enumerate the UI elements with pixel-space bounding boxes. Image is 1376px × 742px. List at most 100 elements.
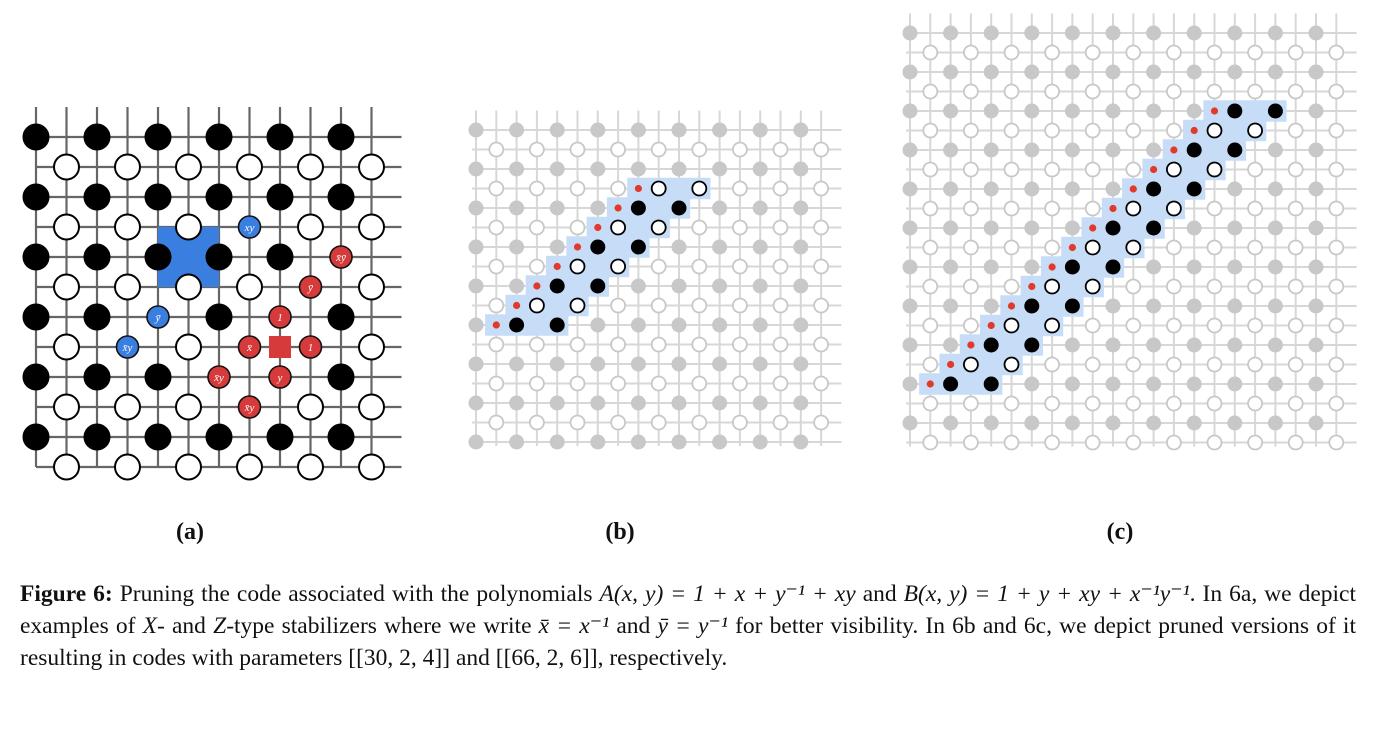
qubit-black xyxy=(266,243,294,271)
qubit-white xyxy=(53,273,80,301)
qubit-white xyxy=(53,213,80,241)
z-stabilizer-qubit xyxy=(298,335,323,359)
removed-qubit xyxy=(1308,181,1324,197)
panel-b xyxy=(0,0,860,500)
removed-qubit xyxy=(732,375,748,392)
qubit-black xyxy=(327,303,355,331)
check-dot xyxy=(1109,204,1117,213)
qubit-black xyxy=(22,123,50,151)
removed-qubit xyxy=(752,200,768,216)
removed-qubit xyxy=(902,337,918,353)
removed-qubit xyxy=(922,161,939,178)
qubit-white xyxy=(569,297,586,314)
removed-qubit xyxy=(549,161,565,177)
removed-qubit xyxy=(1024,142,1040,158)
removed-qubit xyxy=(1186,64,1202,80)
qubit-black xyxy=(1105,259,1121,275)
removed-qubit xyxy=(1206,278,1223,295)
removed-qubit xyxy=(691,414,708,431)
removed-qubit xyxy=(752,122,768,138)
qubit-black xyxy=(327,423,355,451)
check-dot xyxy=(533,282,541,290)
qubit-white xyxy=(358,273,385,301)
qubit-black xyxy=(22,303,50,331)
removed-qubit xyxy=(943,220,959,236)
removed-qubit xyxy=(468,434,484,450)
removed-qubit xyxy=(1146,103,1162,119)
removed-qubit xyxy=(488,219,505,236)
qubit-white xyxy=(1206,122,1223,139)
removed-qubit xyxy=(1166,122,1182,139)
qubit-black xyxy=(630,200,646,216)
removed-qubit xyxy=(1003,278,1020,295)
qubit-white xyxy=(53,393,80,421)
removed-qubit xyxy=(1084,122,1101,139)
qubit-black xyxy=(22,243,50,271)
removed-qubit xyxy=(1287,278,1304,295)
removed-qubit xyxy=(468,395,484,411)
removed-qubit xyxy=(1166,356,1182,373)
removed-qubit xyxy=(691,258,708,275)
removed-qubit xyxy=(1003,434,1020,451)
removed-qubit xyxy=(1267,298,1283,314)
check-dot xyxy=(1129,185,1137,193)
removed-qubit xyxy=(732,219,748,236)
removed-qubit xyxy=(793,278,809,294)
removed-qubit xyxy=(671,161,687,177)
removed-qubit xyxy=(1287,356,1304,373)
removed-qubit xyxy=(1064,337,1080,353)
removed-qubit xyxy=(943,181,959,197)
qubit-black xyxy=(83,363,111,391)
pruned-region-cell xyxy=(1142,197,1165,220)
removed-qubit xyxy=(1267,376,1283,392)
removed-qubit xyxy=(1308,25,1324,41)
removed-qubit xyxy=(1227,376,1243,392)
qubit-white xyxy=(650,180,667,197)
pruned-region-cell xyxy=(959,373,983,395)
removed-qubit xyxy=(1267,142,1283,158)
removed-qubit xyxy=(1146,415,1162,431)
removed-qubit xyxy=(610,375,626,392)
removed-qubit xyxy=(488,375,505,392)
qubit-black xyxy=(671,200,687,216)
removed-qubit xyxy=(1146,25,1162,41)
removed-qubit xyxy=(650,414,667,431)
qubit-black xyxy=(83,183,111,211)
removed-qubit xyxy=(630,278,646,294)
qubit-white xyxy=(1166,161,1182,178)
removed-qubit xyxy=(1044,434,1060,451)
removed-qubit xyxy=(1186,259,1202,275)
removed-qubit xyxy=(813,141,829,158)
removed-qubit xyxy=(1084,356,1101,373)
caption-text-7: for better visibility. In 6b and 6c, we … xyxy=(20,613,1356,671)
removed-qubit xyxy=(902,415,918,431)
removed-qubit xyxy=(963,122,979,139)
caption-params-1: [[30, 2, 4]] xyxy=(348,645,451,671)
check-dot xyxy=(967,341,975,349)
pruned-region-cell xyxy=(980,353,1003,376)
qubit-white xyxy=(175,333,202,361)
qubit-black xyxy=(144,123,172,151)
check-dot xyxy=(947,360,955,369)
qubit-white xyxy=(650,219,667,236)
removed-qubit xyxy=(1328,122,1345,139)
removed-qubit xyxy=(732,297,748,314)
removed-qubit xyxy=(732,336,748,353)
removed-qubit xyxy=(963,317,979,334)
qubit-black xyxy=(144,363,172,391)
removed-qubit xyxy=(1227,298,1243,314)
removed-qubit xyxy=(590,317,606,333)
removed-qubit xyxy=(1206,83,1223,100)
qubit-black xyxy=(205,303,233,331)
removed-qubit xyxy=(1125,356,1142,373)
removed-qubit xyxy=(1146,259,1162,275)
z-stabilizer-qubit xyxy=(268,305,292,329)
removed-qubit xyxy=(1206,317,1223,334)
removed-qubit xyxy=(671,434,687,450)
removed-qubit xyxy=(691,297,708,314)
pruned-region-cell xyxy=(1000,334,1023,356)
removed-qubit xyxy=(732,180,748,197)
qubit-label: ȳ xyxy=(155,312,162,324)
removed-qubit xyxy=(1247,278,1263,295)
removed-qubit xyxy=(983,142,999,158)
